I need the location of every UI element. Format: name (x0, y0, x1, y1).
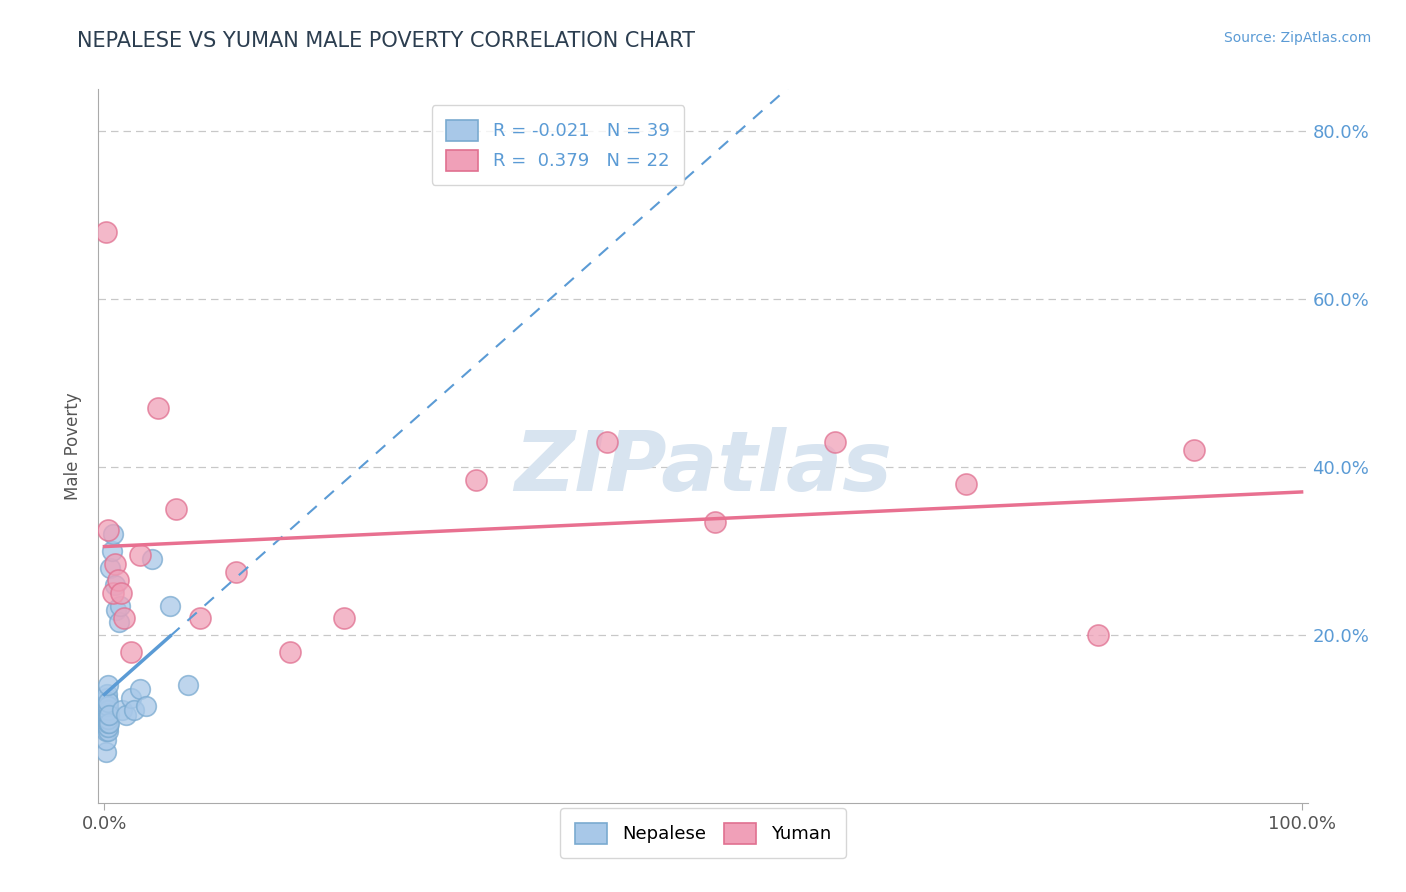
Y-axis label: Male Poverty: Male Poverty (65, 392, 83, 500)
Point (105, 603, 128, 617)
Text: Source: ZipAtlas.com: Source: ZipAtlas.com (1223, 31, 1371, 45)
Point (104, 557, 127, 571)
Point (96, 690, 118, 705)
Point (464, 473, 486, 487)
Point (107, 574, 129, 588)
Point (97, 703, 120, 717)
Point (333, 611, 356, 625)
Point (96, 687, 118, 701)
Point (278, 645, 301, 659)
Point (96, 712, 118, 726)
Point (96, 720, 118, 734)
Point (1087, 628, 1109, 642)
Point (94, 724, 117, 739)
Point (96, 703, 118, 717)
Point (97, 712, 120, 726)
Point (100, 560, 122, 574)
Point (120, 645, 142, 659)
Point (107, 615, 129, 630)
Point (596, 434, 619, 449)
Point (129, 682, 152, 697)
Point (115, 707, 138, 722)
Point (177, 678, 200, 692)
Point (120, 690, 142, 705)
Point (100, 544, 122, 558)
Point (94, 746, 117, 760)
Point (824, 434, 846, 449)
Point (111, 703, 134, 717)
Point (188, 611, 211, 625)
Point (108, 599, 131, 613)
Point (98, 707, 121, 722)
Point (955, 476, 977, 491)
Point (94, 225, 117, 239)
Point (1182, 443, 1205, 458)
Point (96, 707, 118, 722)
Point (97, 699, 120, 714)
Point (104, 577, 127, 591)
Point (148, 401, 170, 416)
Point (97, 523, 120, 537)
Point (96, 716, 118, 731)
Point (141, 552, 163, 566)
Point (129, 548, 152, 562)
Point (101, 527, 124, 541)
Point (159, 599, 181, 613)
Point (97, 707, 120, 722)
Point (112, 611, 135, 625)
Point (97, 695, 120, 709)
Point (98, 716, 121, 731)
Text: NEPALESE VS YUMAN MALE POVERTY CORRELATION CHART: NEPALESE VS YUMAN MALE POVERTY CORRELATI… (77, 31, 696, 51)
Point (124, 703, 146, 717)
Point (225, 565, 247, 579)
Point (97, 724, 120, 739)
Point (101, 586, 124, 600)
Point (704, 515, 727, 529)
Point (96, 695, 118, 709)
Text: ZIPatlas: ZIPatlas (515, 427, 891, 508)
Point (165, 502, 187, 516)
Point (135, 699, 157, 714)
Point (110, 586, 132, 600)
Point (94, 732, 117, 747)
Point (96, 699, 118, 714)
Point (97, 678, 120, 692)
Legend: Nepalese, Yuman: Nepalese, Yuman (561, 808, 845, 858)
Point (97, 720, 120, 734)
Point (97, 716, 120, 731)
